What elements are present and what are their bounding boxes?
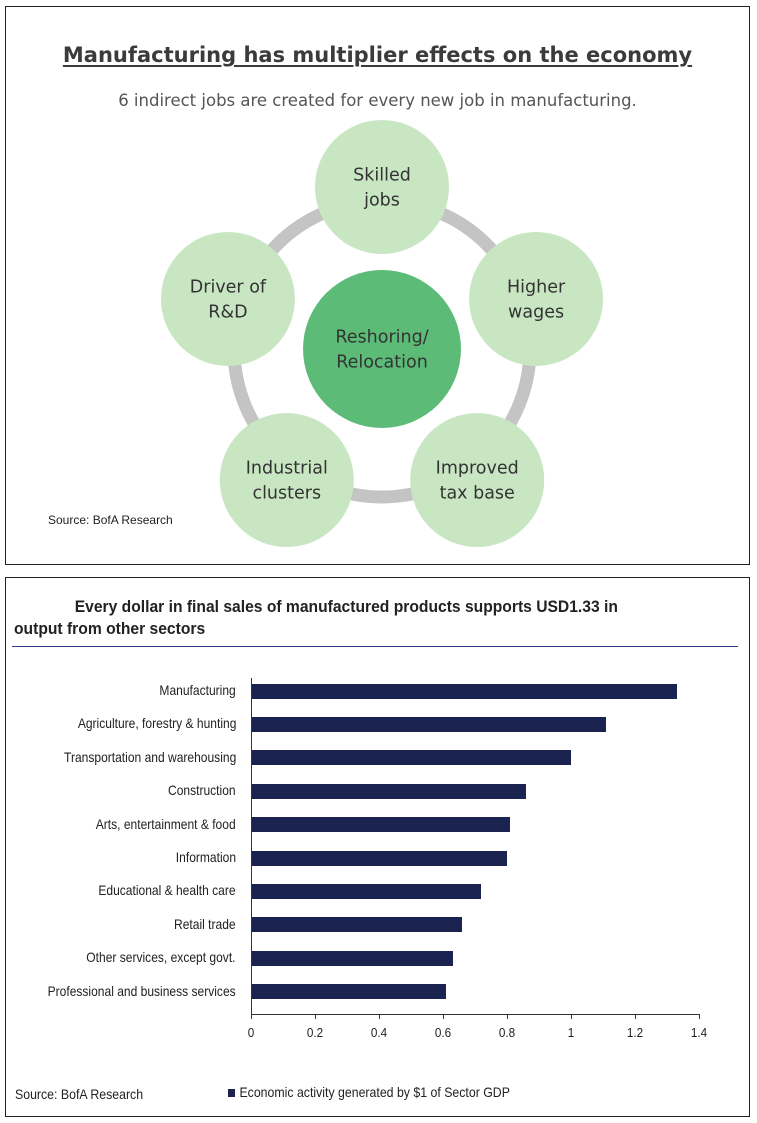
- industrial-clusters-node: [219, 413, 354, 548]
- diagram-title: Manufacturing has multiplier effects on …: [62, 43, 693, 67]
- bar: [251, 883, 482, 899]
- category-label: Transportation and warehousing: [63, 748, 236, 765]
- center-node: [303, 270, 461, 428]
- chart-title: Every dollar in final sales of manufactu…: [14, 597, 618, 638]
- bar: [251, 950, 453, 966]
- bar: [251, 817, 511, 833]
- x-tick: [315, 1014, 316, 1019]
- x-tick: [443, 1014, 444, 1019]
- driver-of-rd-label: Driver of: [190, 277, 267, 297]
- bar: [251, 917, 463, 933]
- category-label: Professional and business services: [47, 982, 236, 999]
- category-label: Arts, entertainment & food: [96, 815, 236, 832]
- x-tick: [635, 1014, 636, 1019]
- center-node-label: Relocation: [336, 353, 428, 373]
- industrial-clusters-label: Industrial: [246, 459, 328, 479]
- bar: [251, 683, 677, 699]
- x-tick-label: 1: [567, 1025, 575, 1040]
- bar: [251, 750, 571, 766]
- bar: [251, 716, 607, 732]
- x-tick-label: 0.2: [306, 1025, 324, 1040]
- category-label: Construction: [168, 782, 236, 799]
- x-tick: [251, 1014, 252, 1019]
- x-tick: [571, 1014, 572, 1019]
- improved-tax-base-label: Improved: [436, 459, 519, 479]
- multiplier-diagram-panel: Manufacturing has multiplier effects on …: [5, 6, 750, 565]
- center-node-label: Reshoring/: [335, 328, 428, 348]
- industrial-clusters-label: clusters: [252, 484, 321, 504]
- category-label: Educational & health care: [98, 882, 236, 899]
- bar: [251, 984, 447, 1000]
- category-label: Agriculture, forestry & hunting: [77, 715, 236, 732]
- chart-legend: Economic activity generated by $1 of Sec…: [228, 1084, 510, 1100]
- x-axis-line: [251, 1014, 699, 1015]
- x-tick-label: 0.6: [434, 1025, 452, 1040]
- bar-chart-panel: Every dollar in final sales of manufactu…: [5, 577, 750, 1117]
- x-tick-label: 0: [247, 1025, 255, 1040]
- category-label: Retail trade: [174, 915, 236, 932]
- higher-wages-label: wages: [508, 302, 564, 322]
- x-tick: [507, 1014, 508, 1019]
- category-label: Manufacturing: [159, 682, 236, 698]
- bar: [251, 850, 507, 866]
- legend-label: Economic activity generated by $1 of Sec…: [239, 1084, 510, 1100]
- diagram-source: Source: BofA Research: [48, 513, 173, 527]
- skilled-jobs-label: Skilled: [353, 166, 411, 186]
- chart-source: Source: BofA Research: [15, 1086, 144, 1102]
- diagram-canvas: Skilled jobs Higher wages Improved tax base In…: [160, 120, 604, 548]
- skilled-jobs-label: jobs: [363, 191, 400, 211]
- x-tick-label: 0.8: [498, 1025, 516, 1040]
- x-tick: [699, 1014, 700, 1019]
- driver-of-rd-label: R&D: [208, 302, 247, 322]
- category-label: Information: [175, 849, 236, 865]
- title-rule: [12, 646, 738, 647]
- x-tick-label: 0.4: [370, 1025, 388, 1040]
- driver-of-rd-node: [160, 231, 295, 366]
- x-tick: [379, 1014, 380, 1019]
- category-label: Other services, except govt.: [86, 949, 236, 966]
- legend-swatch: [228, 1089, 236, 1098]
- higher-wages-label: Higher: [507, 277, 566, 297]
- y-axis-line: [251, 678, 252, 1014]
- higher-wages-node: [469, 231, 604, 366]
- skilled-jobs-node: [315, 120, 449, 254]
- improved-tax-base-label: tax base: [440, 484, 515, 504]
- improved-tax-base-node: [410, 413, 545, 548]
- x-tick-label: 1.2: [626, 1025, 644, 1040]
- x-tick-label: 1.4: [690, 1025, 708, 1040]
- bar: [251, 783, 527, 799]
- diagram-subtitle: 6 indirect jobs are created for every ne…: [118, 91, 637, 110]
